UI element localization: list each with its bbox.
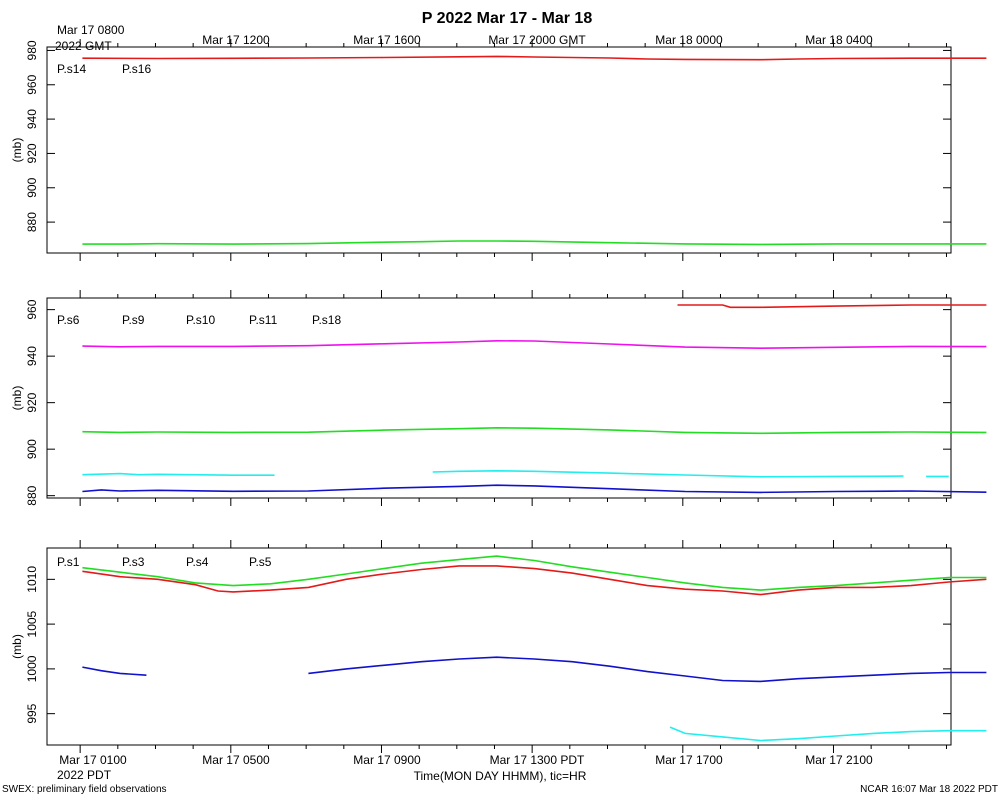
- series-line-P-s16: [82, 240, 987, 246]
- y-axis-label: (mb): [10, 386, 24, 411]
- series-line-P-s10: [82, 484, 987, 494]
- legend-entry: P.s16: [122, 62, 151, 76]
- legend-entry: P.s18: [312, 313, 341, 327]
- y-tick-label: 960: [25, 74, 39, 94]
- top-axis-label: Mar 18 0000: [655, 33, 723, 47]
- top-axis-labels: Mar 17 1200 Mar 17 1600 Mar 17 2000 GMT Mar…: [202, 33, 873, 47]
- y-tick-label: 920: [25, 143, 39, 163]
- chart-panels: 880 900 920 940 960 980 (mb) P.s14 P.s16 880 900 92…: [10, 39, 987, 753]
- series-line-P-s1: [82, 565, 987, 596]
- top-axis-label: Mar 17 1600: [353, 33, 421, 47]
- y-tick-label: 880: [25, 485, 39, 505]
- bottom-axis-label: Mar 17 2100: [805, 753, 873, 767]
- series-line-P-s4: [308, 656, 987, 683]
- legend-entry: P.s1: [57, 555, 80, 569]
- bottom-axis-label: Mar 17 0100: [59, 753, 127, 767]
- legend-entry: P.s9: [122, 313, 145, 327]
- series-line-P-s6: [677, 304, 987, 309]
- bottom-axis-labels: Mar 17 0100 Mar 17 0500 Mar 17 0900 Mar 17 …: [59, 753, 873, 767]
- series-line-P-s11: [432, 469, 904, 478]
- chart-title: P 2022 Mar 17 - Mar 18: [422, 10, 593, 27]
- top-axis-first-sub: 2022 GMT: [55, 39, 112, 53]
- legend-entry: P.s5: [249, 555, 272, 569]
- y-tick-label: 900: [25, 439, 39, 459]
- top-axis-first-label: Mar 17 0800: [57, 23, 125, 37]
- x-axis-title: Time(MON DAY HHMM), tic=HR: [414, 769, 587, 783]
- chart-panel-1: 880 900 920 940 960 980 (mb) P.s14 P.s16: [10, 39, 987, 261]
- top-axis-label: Mar 17 1200: [202, 33, 270, 47]
- series-line-P-s14: [82, 55, 987, 61]
- panel-frame: [46, 547, 952, 746]
- chart-panel-3: 995 1000 1005 1010 (mb) P.s1 P.s3 P.s4 P.s5: [10, 540, 987, 753]
- bottom-axis-label: Mar 17 1300 PDT: [490, 753, 585, 767]
- series-line-P-s11: [82, 472, 275, 477]
- y-tick-label: 1005: [25, 610, 39, 637]
- bottom-axis-label: Mar 17 0900: [353, 753, 421, 767]
- legend-entry: P.s10: [186, 313, 215, 327]
- bottom-axis-label: Mar 17 1700: [655, 753, 723, 767]
- y-tick-label: 900: [25, 177, 39, 197]
- chart-panel-2: 880 900 920 940 960 (mb) P.s6 P.s9 P.s10 P.s11 P.s…: [10, 290, 987, 506]
- footer-left: SWEX: preliminary field observations: [2, 784, 167, 795]
- y-tick-label: 960: [25, 299, 39, 319]
- top-axis-label: Mar 18 0400: [805, 33, 873, 47]
- legend-entry: P.s4: [186, 555, 209, 569]
- series-line-P-s4: [82, 666, 147, 676]
- legend-entry: P.s11: [249, 313, 278, 327]
- y-axis-label: (mb): [10, 138, 24, 163]
- series-line-P-s9: [82, 426, 987, 435]
- y-tick-label: 980: [25, 40, 39, 60]
- bottom-axis-label: Mar 17 0500: [202, 753, 270, 767]
- y-tick-label: 1010: [25, 566, 39, 593]
- y-tick-label: 940: [25, 346, 39, 366]
- footer-right: NCAR 16:07 Mar 18 2022 PDT: [860, 784, 998, 795]
- y-tick-label: 880: [25, 212, 39, 232]
- legend-entry: P.s3: [122, 555, 145, 569]
- series-line-P-s3: [82, 555, 987, 591]
- legend-entry: P.s6: [57, 313, 80, 327]
- y-tick-label: 940: [25, 109, 39, 129]
- panel-frame: [46, 297, 952, 499]
- y-tick-label: 1000: [25, 655, 39, 682]
- panel-frame: [46, 46, 952, 254]
- y-axis-label: (mb): [10, 634, 24, 659]
- top-axis-label: Mar 17 2000 GMT: [488, 33, 586, 47]
- bottom-axis-sub-label: 2022 PDT: [57, 768, 112, 782]
- y-tick-label: 995: [25, 703, 39, 723]
- series-line-P-s18: [82, 339, 987, 350]
- y-tick-label: 920: [25, 392, 39, 412]
- series-line-P-s5: [669, 726, 987, 742]
- legend-entry: P.s14: [57, 62, 86, 76]
